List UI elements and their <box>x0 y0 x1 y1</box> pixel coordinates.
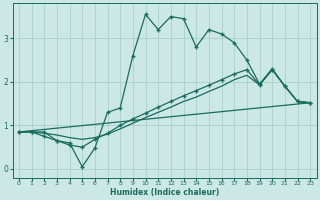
X-axis label: Humidex (Indice chaleur): Humidex (Indice chaleur) <box>110 188 219 197</box>
